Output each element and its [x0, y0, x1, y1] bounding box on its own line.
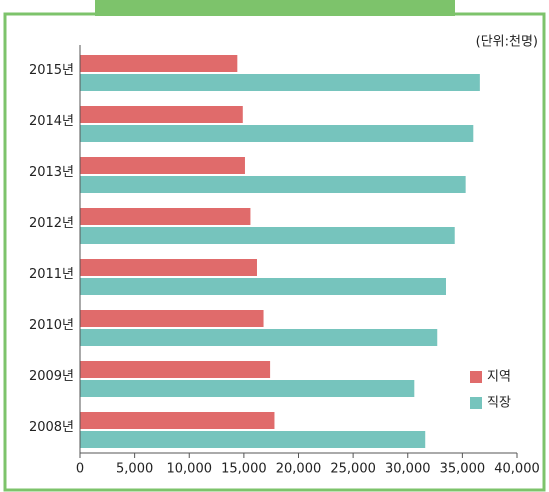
bar	[80, 227, 455, 244]
bar	[80, 125, 474, 142]
bar	[80, 157, 245, 174]
y-tick-label: 2009년	[29, 369, 74, 384]
y-tick-label: 2012년	[29, 216, 74, 231]
x-tick-label: 0	[76, 462, 84, 477]
legend-swatch	[470, 371, 482, 383]
bar	[80, 55, 238, 72]
bar	[80, 278, 446, 295]
bar	[80, 176, 466, 193]
y-tick-label: 2015년	[29, 63, 74, 78]
x-tick-label: 5,000	[116, 462, 153, 477]
y-tick-label: 2008년	[29, 420, 74, 435]
bar	[80, 412, 275, 429]
bar	[80, 329, 438, 346]
x-tick-label: 20,000	[276, 462, 322, 477]
x-tick-label: 10,000	[167, 462, 213, 477]
unit-label: (단위:천명)	[476, 35, 538, 50]
legend-label: 직장	[487, 396, 511, 411]
x-tick-label: 40,000	[494, 462, 540, 477]
x-tick-label: 15,000	[221, 462, 267, 477]
y-tick-label: 2011년	[29, 267, 74, 282]
x-tick-label: 35,000	[440, 462, 486, 477]
y-tick-label: 2014년	[29, 114, 74, 129]
x-tick-label: 30,000	[385, 462, 431, 477]
bar	[80, 310, 264, 327]
bar	[80, 431, 426, 448]
legend-label: 지역	[487, 370, 511, 385]
bar	[80, 106, 243, 123]
bar	[80, 259, 257, 276]
bar	[80, 380, 415, 397]
y-tick-label: 2010년	[29, 318, 74, 333]
bar	[80, 208, 251, 225]
x-tick-label: 25,000	[330, 462, 376, 477]
bar	[80, 74, 480, 91]
header-tab	[95, 0, 455, 16]
y-tick-label: 2013년	[29, 165, 74, 180]
legend-swatch	[470, 397, 482, 409]
bar	[80, 361, 271, 378]
